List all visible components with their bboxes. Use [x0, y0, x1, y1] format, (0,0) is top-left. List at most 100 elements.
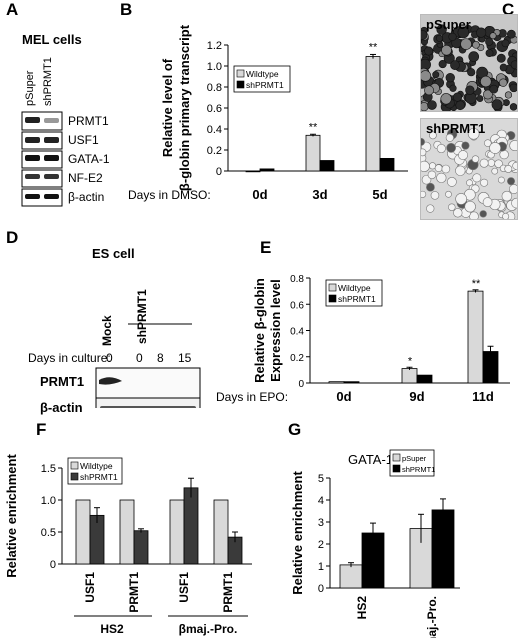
bar-shprmt1-1	[319, 160, 335, 172]
chart-b: 0 0.2 0.4 0.6 0.8 1.0 1.2 Relative level of β-gl…	[128, 24, 408, 202]
y-tick-label: 4	[318, 495, 324, 507]
y-tick-label: 0.4	[290, 327, 304, 338]
y-axis-label: Expression level	[268, 279, 283, 382]
x-tick-label: USF1	[177, 572, 191, 603]
legend-entry: shPRMT1	[246, 80, 284, 90]
legend-entry: shPRMT1	[402, 465, 435, 474]
cell	[509, 83, 517, 93]
micrograph-psuper-label: pSuper	[426, 17, 471, 32]
cell	[448, 32, 457, 42]
group-label-bmaj: βmaj.-Pro.	[179, 622, 238, 636]
cell	[479, 158, 489, 168]
bar-shprmt1-1	[416, 374, 433, 384]
y-tick-label: 0	[298, 379, 304, 390]
y-tick-label: 0	[318, 583, 324, 595]
cell	[458, 150, 468, 161]
bar-wildtype-1	[305, 134, 321, 172]
cell	[499, 149, 509, 160]
significance-mark: *	[408, 355, 413, 367]
legend-entry: Wildtype	[338, 283, 371, 293]
y-axis-label: β-globin primary transcript	[177, 24, 192, 191]
cell	[501, 190, 513, 202]
day-15-sh: 15	[178, 351, 192, 365]
y-tick-label: 0.6	[207, 103, 222, 115]
cell	[421, 148, 427, 157]
cell	[441, 44, 452, 56]
cell	[482, 89, 493, 100]
legend-entry: shPRMT1	[338, 294, 376, 304]
legend-entry: shPRMT1	[80, 472, 118, 482]
cell	[446, 143, 456, 153]
blot-label-prmt1-es: PRMT1	[40, 374, 85, 389]
x-tick-label: 11d	[472, 389, 494, 404]
cell	[427, 100, 437, 110]
legend-entry: Wildtype	[246, 69, 279, 79]
day-0-sh: 0	[136, 351, 143, 365]
cell	[467, 127, 480, 140]
days-in-culture-label: Days in culture:	[28, 351, 111, 365]
cell	[482, 197, 493, 207]
cell	[467, 68, 476, 77]
legend-swatch	[70, 472, 79, 481]
cell	[512, 161, 517, 170]
x-tick-label: 3d	[312, 187, 327, 202]
x-tick-label: USF1	[83, 572, 97, 603]
cell	[464, 200, 476, 213]
cell	[494, 159, 503, 169]
cell	[489, 142, 501, 154]
y-axis-label: Relative level of	[160, 58, 175, 157]
cell	[448, 203, 456, 211]
cell	[461, 141, 470, 150]
panel-f: F 0 0.5 1.0 1.5 Relative enrichment Wildtype s…	[0, 420, 260, 638]
days-label: Days in EPO:	[216, 390, 288, 404]
bar-shprmt1-1	[431, 509, 455, 589]
significance-mark: **	[309, 121, 318, 133]
cell	[498, 176, 505, 184]
x-tick-label: 9d	[409, 389, 424, 404]
legend-entry: pSuper	[402, 454, 427, 463]
blot-prmt1	[21, 111, 63, 131]
y-tick-label: 2	[318, 539, 324, 551]
panel-b: B 0 0.2 0.4 0.6 0.8 1.0 1.2 Relative level of β-…	[118, 0, 418, 220]
cell	[436, 24, 447, 35]
cell	[452, 92, 463, 102]
y-tick-label: 1.5	[41, 463, 56, 475]
legend-swatch	[392, 453, 401, 462]
bar-shprmt1-1	[133, 530, 149, 565]
legend-swatch	[328, 294, 337, 303]
panel-g: G GATA-1 0 1 2 3 4 5 Relative enrichment pSuper…	[262, 420, 520, 638]
cell	[466, 179, 473, 187]
cell	[445, 133, 454, 142]
bar-wildtype-0	[75, 499, 91, 565]
bar-wildtype-2	[365, 56, 381, 172]
x-tick-label: PRMT1	[221, 572, 235, 613]
panel-g-label: G	[288, 420, 302, 439]
cell	[446, 176, 457, 187]
micrograph-shprmt1-label: shPRMT1	[426, 121, 486, 136]
cell	[434, 164, 443, 173]
blot-nfe2	[21, 169, 63, 188]
micrograph-shprmt1-cells	[421, 127, 517, 219]
bar-wildtype-0	[245, 170, 261, 173]
cell	[499, 63, 508, 72]
blot-label-beta-actin: β-actin	[68, 190, 105, 204]
y-tick-label: 3	[318, 517, 324, 529]
cell	[421, 190, 427, 198]
blot-usf1	[21, 131, 63, 150]
panel-f-label: F	[36, 420, 47, 439]
panel-d: D ES cell Mock shPRMT1 Days in culture: …	[0, 228, 210, 415]
panel-a: A MEL cells pSuper shPRMT1 PRMT	[0, 0, 120, 220]
cell	[509, 103, 517, 111]
chart-f: 0 0.5 1.0 1.5 Relative enrichment WildtypeshP…	[4, 454, 252, 636]
y-tick-label: 0.2	[207, 145, 222, 157]
panel-e: E 0 0.2 0.4 0.6 0.8 Relative β-globin Expressi…	[210, 228, 520, 408]
cell	[502, 212, 510, 219]
legend-entry: Wildtype	[80, 461, 113, 471]
cell	[504, 91, 513, 99]
blot-label-prmt1: PRMT1	[68, 114, 109, 128]
blot-beta-actin	[21, 188, 63, 207]
bar-psuper-0	[339, 564, 363, 589]
y-axis-label: Relative β-globin	[252, 278, 267, 383]
significance-mark: **	[369, 41, 378, 53]
y-tick-label: 0.5	[41, 527, 56, 539]
